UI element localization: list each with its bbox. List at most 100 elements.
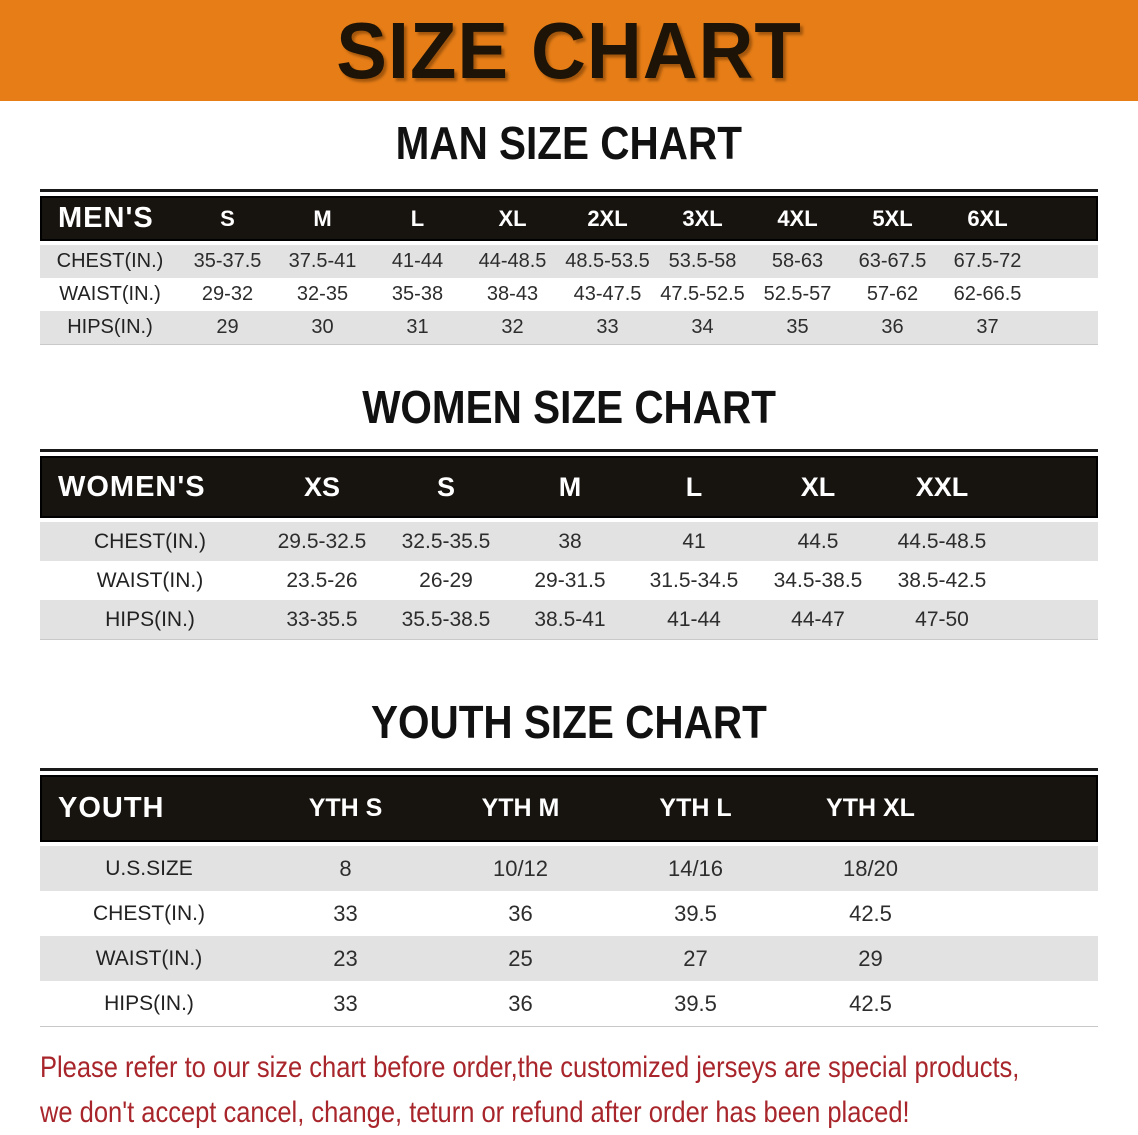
men-cell-1-3: 38-43 (486, 283, 539, 305)
men-cell-2-6: 35 (786, 316, 809, 338)
women-cell-0-1: 32.5-35.5 (401, 529, 491, 553)
disclaimer-line-2: we don't accept cancel, change, teturn o… (40, 1096, 910, 1129)
men-cell-0-5: 53.5-58 (668, 250, 737, 272)
men-cell-2-0: 29 (216, 316, 239, 338)
youth-cell-1-1: 36 (508, 900, 533, 926)
men-column-header-6: 4XL (777, 205, 818, 231)
youth-row-label-0: U.S.SIZE (105, 856, 193, 880)
women-column-header-3: L (685, 471, 703, 502)
women-column-header-0: XS (303, 471, 341, 502)
men-cell-1-0: 29-32 (201, 283, 254, 305)
men-column-header-3: XL (498, 205, 527, 231)
youth-cell-2-3: 29 (858, 945, 883, 971)
men-cell-2-7: 36 (881, 316, 904, 338)
women-cell-1-1: 26-29 (419, 568, 473, 592)
men-cell-0-4: 48.5-53.5 (565, 250, 650, 272)
women-column-header-1: S (436, 471, 455, 502)
women-table-row-1: WAIST(IN.) 23.5-26 26-29 29-31.5 31.5-34.5 34… (40, 561, 1098, 600)
women-table-row-0: CHEST(IN.) 29.5-32.5 32.5-35.5 38 41 44.5 44.5… (40, 522, 1098, 561)
youth-table-row-2: WAIST(IN.) 23 25 27 29 (40, 936, 1098, 981)
men-corner-label: MEN'S (58, 202, 154, 234)
men-column-header-4: 2XL (587, 205, 628, 231)
men-cell-2-3: 32 (501, 316, 524, 338)
youth-row-label-3: HIPS(IN.) (104, 991, 194, 1015)
women-corner-label: WOMEN'S (58, 470, 206, 503)
women-section-heading: WOMEN SIZE CHART (0, 381, 1138, 433)
men-column-header-2: L (410, 205, 425, 231)
women-row-label-2: HIPS(IN.) (105, 607, 195, 631)
women-cell-2-3: 41-44 (667, 607, 721, 631)
women-column-header-5: XXL (915, 471, 969, 502)
youth-cell-2-0: 23 (333, 945, 358, 971)
women-cell-2-4: 44-47 (791, 607, 845, 631)
women-cell-1-0: 23.5-26 (286, 568, 358, 592)
youth-cell-1-0: 33 (333, 900, 358, 926)
youth-table-row-1: CHEST(IN.) 33 36 39.5 42.5 (40, 891, 1098, 936)
youth-column-header-2: YTH L (659, 794, 732, 822)
women-cell-0-3: 41 (682, 529, 706, 553)
men-column-header-8: 6XL (967, 205, 1008, 231)
women-cell-2-2: 38.5-41 (534, 607, 606, 631)
youth-column-header-1: YTH M (481, 794, 560, 822)
youth-cell-3-2: 39.5 (674, 990, 717, 1016)
men-column-header-0: S (220, 205, 235, 231)
men-table-row-0: CHEST(IN.) 35-37.5 37.5-41 41-44 44-48.5 48.5… (40, 245, 1098, 278)
youth-cell-1-2: 39.5 (674, 900, 717, 926)
men-table-header-row: MEN'S S M L XL 2XL 3XL 4XL 5XL 6XL (40, 196, 1098, 241)
women-cell-1-4: 34.5-38.5 (773, 568, 863, 592)
men-cell-0-1: 37.5-41 (288, 250, 357, 272)
youth-cell-3-1: 36 (508, 990, 533, 1016)
men-size-table: MEN'S S M L XL 2XL 3XL 4XL 5XL 6XL CHEST(IN.) 35-37… (40, 189, 1098, 345)
women-cell-0-0: 29.5-32.5 (277, 529, 367, 553)
women-column-header-2: M (558, 471, 582, 502)
disclaimer-line-1: Please refer to our size chart before or… (40, 1051, 1020, 1084)
men-cell-2-4: 33 (596, 316, 619, 338)
youth-column-header-0: YTH S (308, 794, 383, 822)
women-cell-2-1: 35.5-38.5 (401, 607, 491, 631)
youth-cell-1-3: 42.5 (849, 900, 892, 926)
women-cell-2-5: 47-50 (915, 607, 969, 631)
women-cell-0-4: 44.5 (797, 529, 839, 553)
youth-table-top-rule (40, 768, 1098, 771)
youth-cell-3-3: 42.5 (849, 990, 892, 1016)
youth-cell-3-0: 33 (333, 990, 358, 1016)
women-section-heading-text: WOMEN SIZE CHART (362, 381, 776, 433)
youth-row-label-1: CHEST(IN.) (93, 901, 205, 925)
youth-table-header-row: YOUTH YTH S YTH M YTH L YTH XL (40, 775, 1098, 842)
men-column-header-5: 3XL (682, 205, 723, 231)
men-cell-0-3: 44-48.5 (478, 250, 547, 272)
women-table-top-rule (40, 449, 1098, 452)
men-row-label-1: WAIST(IN.) (59, 283, 161, 305)
men-column-header-7: 5XL (872, 205, 913, 231)
men-cell-1-7: 57-62 (866, 283, 919, 305)
youth-section-heading: YOUTH SIZE CHART (0, 696, 1138, 748)
women-cell-1-2: 29-31.5 (534, 568, 606, 592)
men-table-row-1: WAIST(IN.) 29-32 32-35 35-38 38-43 43-47.5 47.… (40, 278, 1098, 311)
men-column-header-1: M (313, 205, 332, 231)
women-row-label-0: CHEST(IN.) (94, 529, 206, 553)
youth-cell-2-2: 27 (683, 945, 708, 971)
men-cell-1-5: 47.5-52.5 (660, 283, 745, 305)
youth-cell-0-0: 8 (339, 855, 352, 881)
men-cell-1-1: 32-35 (296, 283, 349, 305)
men-cell-2-1: 30 (311, 316, 334, 338)
women-table-header-row: WOMEN'S XS S M L XL XXL (40, 456, 1098, 518)
youth-cell-2-1: 25 (508, 945, 533, 971)
men-cell-2-2: 31 (406, 316, 429, 338)
youth-corner-label: YOUTH (58, 792, 165, 824)
men-cell-1-2: 35-38 (391, 283, 444, 305)
disclaimer-text: Please refer to our size chart before or… (40, 1045, 1020, 1135)
men-cell-0-8: 67.5-72 (953, 250, 1022, 272)
youth-row-label-2: WAIST(IN.) (95, 946, 203, 970)
youth-cell-0-1: 10/12 (492, 855, 549, 881)
youth-cell-0-2: 14/16 (667, 855, 724, 881)
men-section-heading-text: MAN SIZE CHART (395, 117, 743, 169)
youth-size-table: YOUTH YTH S YTH M YTH L YTH XL U.S.SIZE 8 10/12… (40, 768, 1098, 1027)
men-cell-0-6: 58-63 (771, 250, 824, 272)
youth-table-row-0: U.S.SIZE 8 10/12 14/16 18/20 (40, 846, 1098, 891)
women-table-row-2: HIPS(IN.) 33-35.5 35.5-38.5 38.5-41 41-44 44-… (40, 600, 1098, 639)
men-cell-1-6: 52.5-57 (763, 283, 832, 305)
women-cell-2-0: 33-35.5 (286, 607, 358, 631)
men-cell-2-5: 34 (691, 316, 714, 338)
women-cell-1-5: 38.5-42.5 (897, 568, 987, 592)
